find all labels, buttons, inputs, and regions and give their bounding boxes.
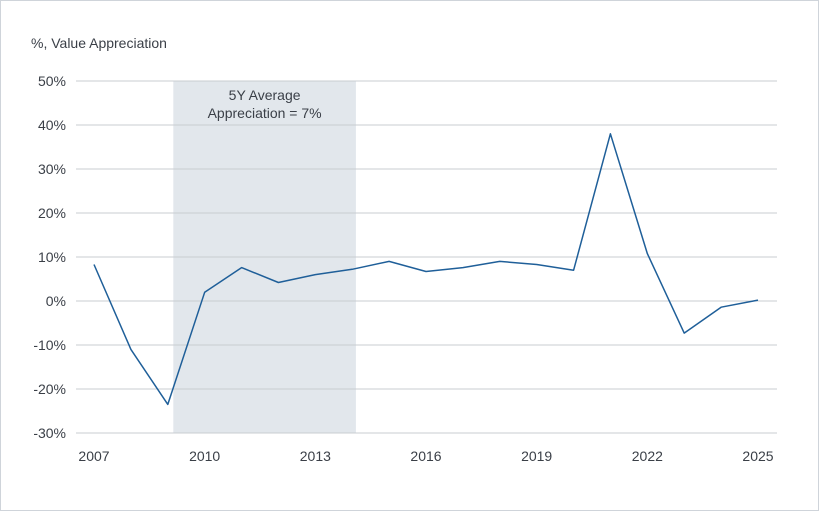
y-tick-label: 0% xyxy=(46,293,66,309)
x-tick-label: 2016 xyxy=(410,448,441,464)
shade-annotation-line2: Appreciation = 7% xyxy=(208,105,322,121)
y-tick-labels: 50% 40% 30% 20% 10% 0% -10% -20% -30% xyxy=(33,73,66,441)
x-tick-label: 2025 xyxy=(742,448,773,464)
series-line xyxy=(93,133,759,406)
y-tick-label: 10% xyxy=(38,249,66,265)
y-tick-label: -20% xyxy=(33,381,66,397)
x-tick-label: 2010 xyxy=(189,448,220,464)
x-tick-label: 2007 xyxy=(78,448,109,464)
y-tick-label: 20% xyxy=(38,205,66,221)
y-tick-label: 30% xyxy=(38,161,66,177)
x-tick-label: 2022 xyxy=(632,448,663,464)
y-tick-label: -30% xyxy=(33,425,66,441)
x-tick-labels: 2007 2010 2013 2016 2019 2022 2025 xyxy=(78,448,773,464)
shade-annotation-line1: 5Y Average xyxy=(229,87,301,103)
y-tick-label: -10% xyxy=(33,337,66,353)
x-tick-label: 2013 xyxy=(300,448,331,464)
y-axis-label: %, Value Appreciation xyxy=(31,35,167,51)
y-tick-label: 50% xyxy=(38,73,66,89)
x-tick-label: 2019 xyxy=(521,448,552,464)
grid-layer xyxy=(76,80,777,434)
series-layer xyxy=(93,133,759,406)
y-tick-label: 40% xyxy=(38,117,66,133)
